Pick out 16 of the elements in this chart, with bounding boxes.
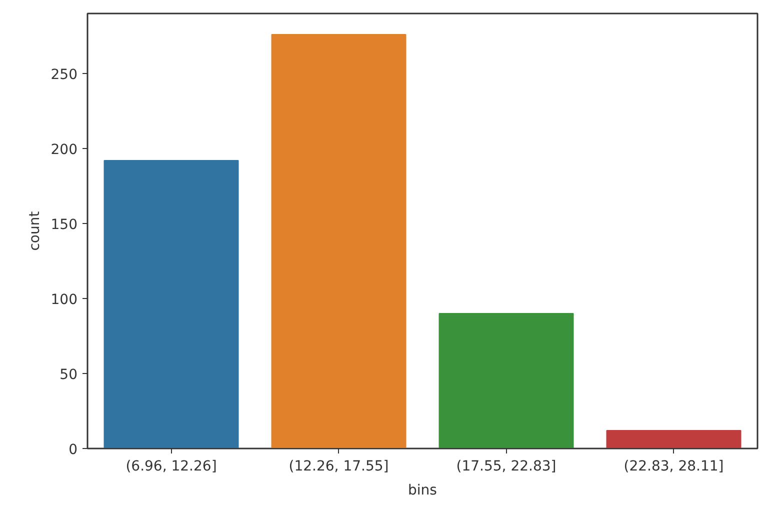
y-tick-label: 0 <box>68 442 78 458</box>
bar <box>606 430 742 448</box>
y-tick-label: 100 <box>50 292 78 308</box>
x-tick-label: (17.55, 22.83] <box>456 458 556 474</box>
bar <box>104 160 239 448</box>
y-tick-label: 150 <box>50 217 78 233</box>
x-tick-label: (22.83, 28.11] <box>624 458 724 474</box>
bar <box>271 34 406 448</box>
x-axis-title: bins <box>408 482 437 498</box>
y-tick-label: 250 <box>50 67 78 83</box>
x-tick-label: (12.26, 17.55] <box>288 458 389 474</box>
y-tick-label: 50 <box>60 367 78 383</box>
x-tick-label: (6.96, 12.26] <box>126 458 217 474</box>
bar <box>438 313 574 448</box>
y-tick-label: 200 <box>50 142 78 158</box>
y-axis-title: count <box>26 210 43 251</box>
